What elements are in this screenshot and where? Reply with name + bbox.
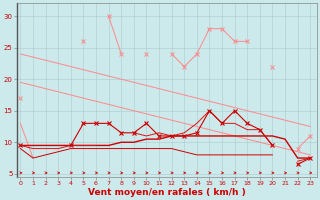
X-axis label: Vent moyen/en rafales ( km/h ): Vent moyen/en rafales ( km/h ) [88, 188, 245, 197]
